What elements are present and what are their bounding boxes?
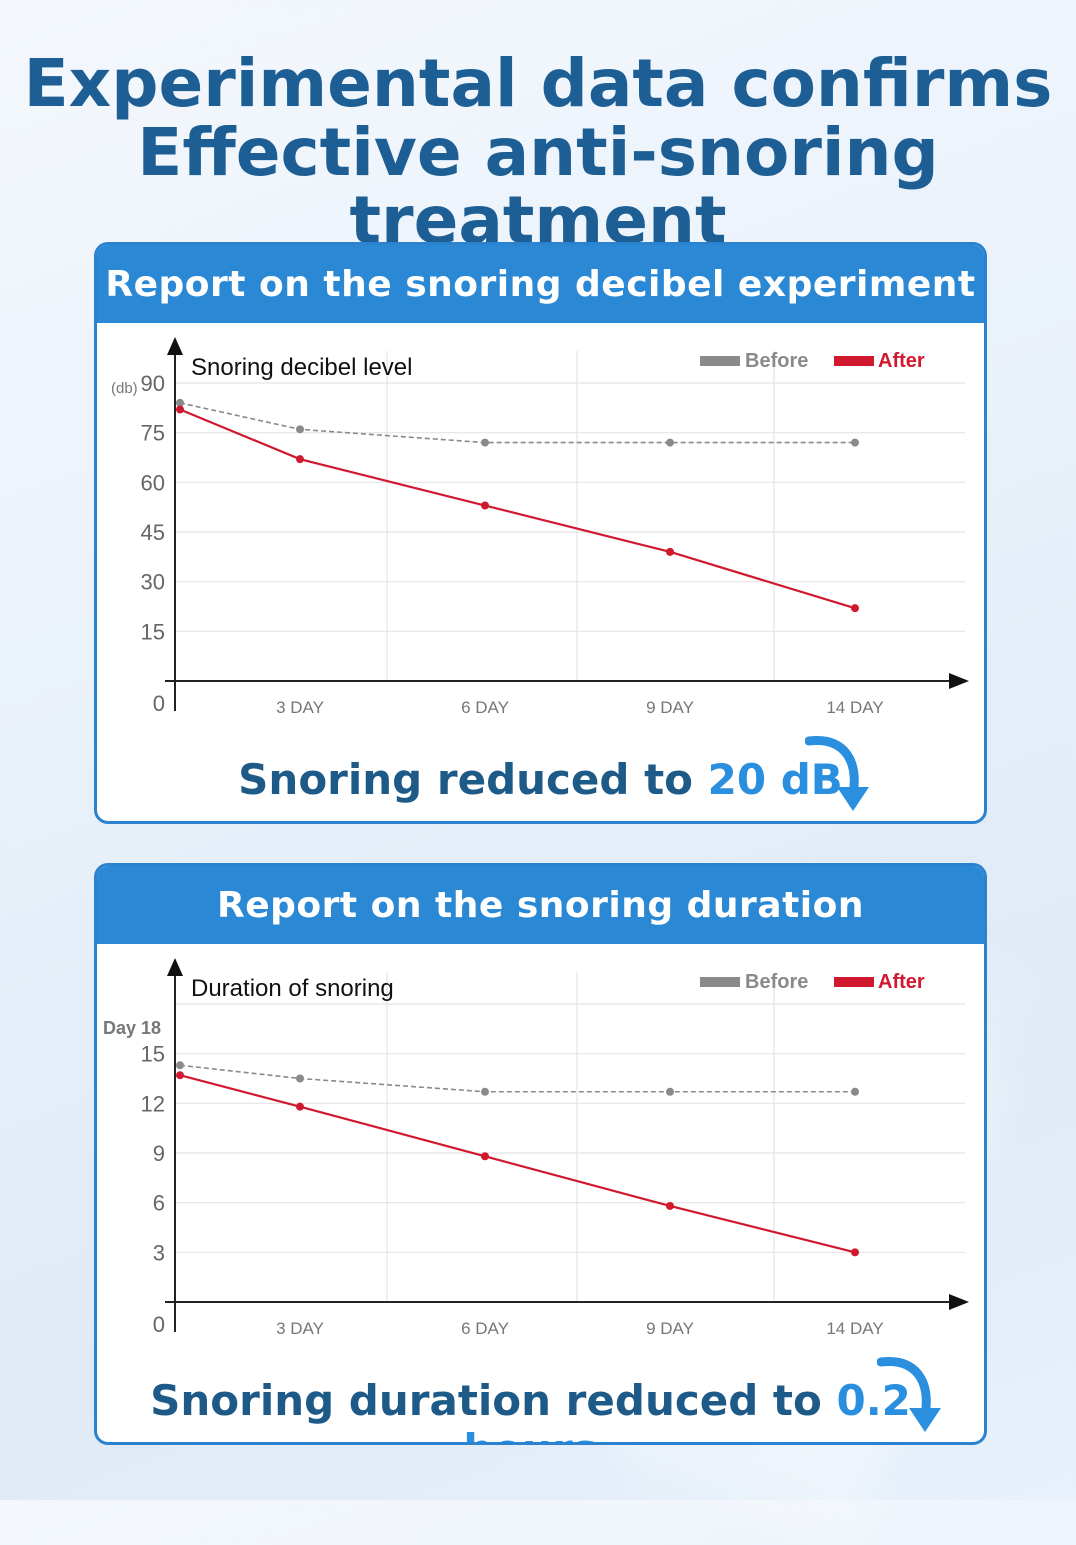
decibel-report-header: Report on the snoring decibel experiment [97,245,984,323]
legend-swatch-after [834,356,874,366]
x-tick-label: 9 DAY [646,698,694,717]
y-axis-unit: (db) [111,380,138,397]
data-point-after [481,501,489,510]
data-point-before [481,1087,489,1096]
chart-title: Duration of snoring [191,975,394,1002]
legend-swatch-after [834,977,874,987]
duration-report-header: Report on the snoring duration experimen… [97,866,984,1006]
page-title-line-2: Effective anti-snoring treatment [137,114,939,259]
series-line-after [179,408,856,610]
curved-arrow-down-icon [805,736,869,811]
data-point-before [296,425,304,434]
data-point-before [481,438,489,447]
duration-result-value: 0.2 hours [463,1376,911,1442]
legend-swatch-before [700,977,740,987]
series-line-before [179,1064,855,1093]
duration-report-card: Report on the snoring duration experimen… [94,863,987,1445]
x-axis-arrow [949,673,969,689]
legend-label-after: After [878,971,925,993]
series-line-after [179,1074,856,1254]
decibel-line-chart: Snoring decibel level (db) 0 15 30 45 60 75 90 3 … [111,337,969,717]
y-tick-label: 12 [141,1091,165,1116]
data-point-after [666,547,674,556]
y-tick-label: 30 [141,570,165,595]
y-tick-label: 0 [153,1312,165,1337]
x-tick-label: 6 DAY [461,1319,509,1338]
decibel-report-card: Report on the snoring decibel experiment… [94,242,987,824]
y-axis-arrow [167,337,183,355]
chart-title: Snoring decibel level [191,354,412,381]
legend-swatch-before [700,356,740,366]
decibel-result-value: 20 dB [707,755,843,804]
data-point-after [176,405,184,414]
x-tick-label: 14 DAY [826,1319,883,1338]
data-point-before [851,438,859,447]
data-point-before [176,1061,184,1070]
y-tick-label: 15 [141,1042,165,1067]
data-point-after [666,1201,674,1210]
y-tick-label: 3 [153,1240,165,1265]
y-axis-arrow [167,958,183,976]
x-tick-label: 6 DAY [461,698,509,717]
y-tick-label: 45 [141,520,165,545]
data-point-after [481,1152,489,1161]
curved-arrow-down-icon [877,1357,941,1432]
y-tick-label: 90 [141,371,165,396]
data-point-before [666,1087,674,1096]
duration-result-prefix: Snoring duration reduced to [150,1376,837,1425]
decibel-result-prefix: Snoring reduced to [238,755,708,804]
x-tick-label: 3 DAY [276,1319,324,1338]
data-point-before [851,1087,859,1096]
y-tick-label: 0 [153,691,165,716]
data-point-after [851,604,859,613]
data-point-after [176,1071,184,1080]
page-title-line-1: Experimental data confirms [23,45,1053,122]
data-point-before [666,438,674,447]
duration-result-text: Snoring duration reduced to 0.2 hours [97,1376,974,1442]
x-tick-label: 3 DAY [276,698,324,717]
legend-label-before: Before [745,971,808,993]
legend-label-before: Before [745,350,808,372]
y-tick-label: 75 [141,421,165,446]
x-tick-label: 14 DAY [826,698,883,717]
y-tick-label: 9 [153,1141,165,1166]
y-tick-label: 60 [141,470,165,495]
data-point-after [851,1248,859,1257]
y-axis-unit: Day 18 [103,1018,161,1038]
x-axis-arrow [949,1294,969,1310]
duration-line-chart: Duration of snoring Day 18 0 3 6 9 12 15 3 DAY 6 … [103,958,969,1338]
x-tick-label: 9 DAY [646,1319,694,1338]
y-tick-label: 6 [153,1191,165,1216]
legend-label-after: After [878,350,925,372]
data-point-after [296,1102,304,1111]
data-point-before [176,398,184,407]
data-point-before [296,1074,304,1083]
data-point-after [296,455,304,464]
series-line-before [179,402,855,444]
y-tick-label: 15 [141,619,165,644]
decibel-result-text: Snoring reduced to 20 dB [97,755,984,804]
